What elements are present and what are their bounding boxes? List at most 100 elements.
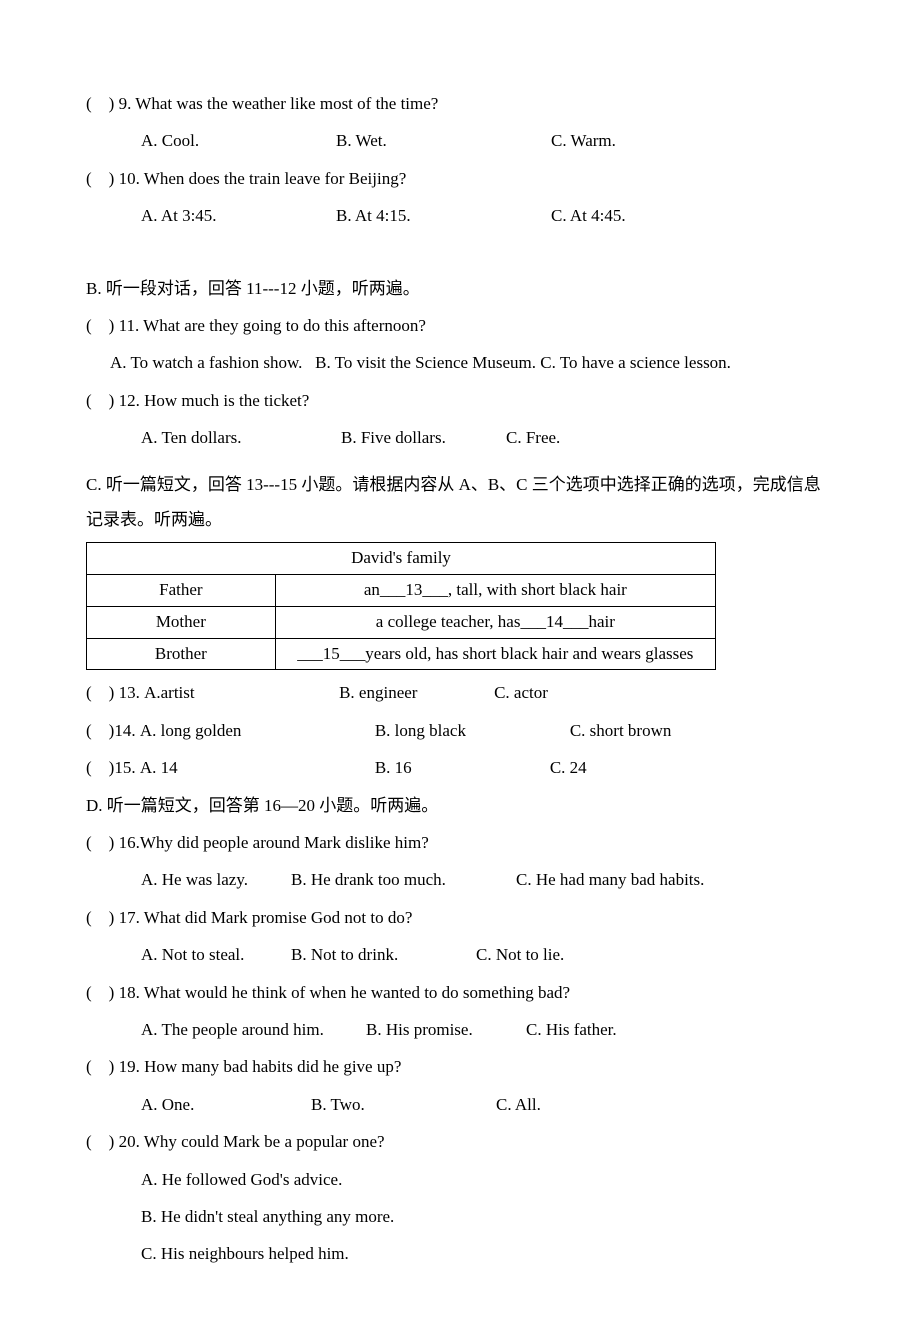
option-a[interactable]: A. One. <box>141 1086 311 1123</box>
option-c[interactable]: C. Warm. <box>551 131 616 150</box>
question-11: ( ) 11. What are they going to do this a… <box>86 307 834 344</box>
option-a[interactable]: A. He was lazy. <box>141 861 291 898</box>
table-cell-mother-desc: a college teacher, has___14___hair <box>275 606 715 638</box>
family-table: David's family Father an___13___, tall, … <box>86 542 716 671</box>
paren-open[interactable]: ( <box>86 391 92 410</box>
question-text: How many bad habits did he give up? <box>144 1057 401 1076</box>
paren-close: ) 16. <box>109 833 140 852</box>
paren-open[interactable]: ( <box>86 169 92 188</box>
section-d-heading: D. 听一篇短文，回答第 16—20 小题。听两遍。 <box>86 787 834 824</box>
question-9-options: A. Cool.B. Wet.C. Warm. <box>86 122 834 159</box>
question-10: ( ) 10. When does the train leave for Be… <box>86 160 834 197</box>
paren-open[interactable]: ( <box>86 1057 92 1076</box>
paren-close: )15. <box>109 758 140 777</box>
option-b[interactable]: B. Not to drink. <box>291 936 476 973</box>
paren-close: ) 18. <box>109 983 144 1002</box>
option-b[interactable]: B. His promise. <box>366 1011 526 1048</box>
question-15: ( )15. A. 14B. 16C. 24 <box>86 749 834 786</box>
option-b[interactable]: B. At 4:15. <box>336 197 551 234</box>
question-16: ( ) 16.Why did people around Mark dislik… <box>86 824 834 861</box>
option-c[interactable]: C. short brown <box>570 721 672 740</box>
option-b[interactable]: B. engineer <box>339 674 494 711</box>
table-title: David's family <box>87 542 716 574</box>
option-a[interactable]: A. Not to steal. <box>141 936 291 973</box>
paren-open[interactable]: ( <box>86 721 92 740</box>
option-a[interactable]: A. Cool. <box>141 122 336 159</box>
question-text: Why did people around Mark dislike him? <box>140 833 429 852</box>
question-14: ( )14. A. long goldenB. long blackC. sho… <box>86 712 834 749</box>
section-c-heading: C. 听一篇短文，回答 13---15 小题。请根据内容从 A、B、C 三个选项… <box>86 467 834 538</box>
paren-open[interactable]: ( <box>86 683 92 702</box>
question-17: ( ) 17. What did Mark promise God not to… <box>86 899 834 936</box>
paren-close: ) 11. <box>109 316 143 335</box>
table-cell-father: Father <box>87 574 276 606</box>
option-c[interactable]: C. Free. <box>506 428 560 447</box>
paren-open[interactable]: ( <box>86 833 92 852</box>
option-b[interactable]: B. 16 <box>375 749 550 786</box>
option-a[interactable]: A. Ten dollars. <box>141 419 341 456</box>
option-b[interactable]: B. He drank too much. <box>291 861 516 898</box>
question-10-options: A. At 3:45.B. At 4:15.C. At 4:45. <box>86 197 834 234</box>
question-9: ( ) 9. What was the weather like most of… <box>86 85 834 122</box>
option-a[interactable]: A. At 3:45. <box>141 197 336 234</box>
option-c[interactable]: C. 24 <box>550 758 587 777</box>
question-text: Why could Mark be a popular one? <box>144 1132 385 1151</box>
question-12-options: A. Ten dollars.B. Five dollars.C. Free. <box>86 419 834 456</box>
question-17-options: A. Not to steal.B. Not to drink.C. Not t… <box>86 936 834 973</box>
option-c[interactable]: C. To have a science lesson. <box>540 353 731 372</box>
option-b[interactable]: B. Five dollars. <box>341 419 506 456</box>
question-19: ( ) 19. How many bad habits did he give … <box>86 1048 834 1085</box>
paren-close: ) 12. <box>109 391 144 410</box>
option-a[interactable]: A. To watch a fashion show. <box>110 353 302 372</box>
paren-close: ) 19. <box>109 1057 144 1076</box>
question-19-options: A. One.B. Two.C. All. <box>86 1086 834 1123</box>
paren-close: ) 20. <box>109 1132 144 1151</box>
option-a[interactable]: A. 14 <box>140 749 375 786</box>
option-b[interactable]: B. Wet. <box>336 122 551 159</box>
question-20: ( ) 20. Why could Mark be a popular one? <box>86 1123 834 1160</box>
question-13: ( ) 13. A.artistB. engineerC. actor <box>86 674 834 711</box>
paren-open[interactable]: ( <box>86 1132 92 1151</box>
option-b[interactable]: B. To visit the Science Museum. <box>315 353 536 372</box>
paren-close: ) 17. <box>109 908 144 927</box>
question-20-option-b[interactable]: B. He didn't steal anything any more. <box>86 1198 834 1235</box>
option-c[interactable]: C. He had many bad habits. <box>516 870 704 889</box>
option-a[interactable]: A.artist <box>144 674 339 711</box>
question-text: What would he think of when he wanted to… <box>144 983 570 1002</box>
option-c[interactable]: C. His father. <box>526 1020 617 1039</box>
option-a[interactable]: A. The people around him. <box>141 1011 366 1048</box>
question-20-option-c[interactable]: C. His neighbours helped him. <box>86 1235 834 1272</box>
option-b[interactable]: B. Two. <box>311 1086 496 1123</box>
paren-close: ) 9. <box>109 94 136 113</box>
option-c[interactable]: C. Not to lie. <box>476 945 564 964</box>
question-text: How much is the ticket? <box>144 391 309 410</box>
question-text: When does the train leave for Beijing? <box>144 169 406 188</box>
section-b-heading: B. 听一段对话，回答 11---12 小题，听两遍。 <box>86 270 834 307</box>
option-c[interactable]: C. At 4:45. <box>551 206 626 225</box>
question-11-options: A. To watch a fashion show. B. To visit … <box>86 344 834 381</box>
option-c[interactable]: C. All. <box>496 1095 541 1114</box>
table-cell-brother: Brother <box>87 638 276 670</box>
question-16-options: A. He was lazy.B. He drank too much.C. H… <box>86 861 834 898</box>
paren-open[interactable]: ( <box>86 316 92 335</box>
paren-open[interactable]: ( <box>86 758 92 777</box>
option-b[interactable]: B. long black <box>375 712 570 749</box>
question-text: What did Mark promise God not to do? <box>144 908 413 927</box>
question-18: ( ) 18. What would he think of when he w… <box>86 974 834 1011</box>
paren-open[interactable]: ( <box>86 94 92 113</box>
table-cell-father-desc: an___13___, tall, with short black hair <box>275 574 715 606</box>
paren-close: ) 10. <box>109 169 144 188</box>
paren-close: ) 13. <box>109 683 144 702</box>
question-12: ( ) 12. How much is the ticket? <box>86 382 834 419</box>
question-18-options: A. The people around him.B. His promise.… <box>86 1011 834 1048</box>
question-text: What was the weather like most of the ti… <box>135 94 438 113</box>
option-a[interactable]: A. long golden <box>140 712 375 749</box>
option-c[interactable]: C. actor <box>494 683 548 702</box>
question-text: What are they going to do this afternoon… <box>143 316 426 335</box>
paren-open[interactable]: ( <box>86 908 92 927</box>
paren-open[interactable]: ( <box>86 983 92 1002</box>
table-cell-brother-desc: ___15___years old, has short black hair … <box>275 638 715 670</box>
question-20-option-a[interactable]: A. He followed God's advice. <box>86 1161 834 1198</box>
table-cell-mother: Mother <box>87 606 276 638</box>
paren-close: )14. <box>109 721 140 740</box>
